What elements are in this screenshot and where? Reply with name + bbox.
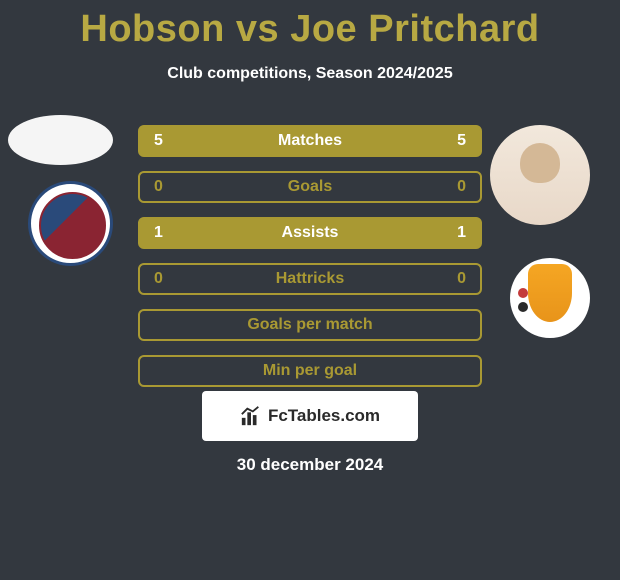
player-right-avatar [490,125,590,225]
stat-label: Min per goal [263,362,357,380]
stat-row-hattricks: 0 Hattricks 0 [138,263,482,295]
player-left-club-badge [28,181,113,266]
stat-label: Hattricks [276,270,344,288]
stat-row-matches: 5 Matches 5 [138,125,482,157]
stat-right-value: 1 [457,224,466,242]
stat-right-value: 0 [457,178,466,196]
brand-box: FcTables.com [202,391,418,441]
subtitle: Club competitions, Season 2024/2025 [0,65,620,83]
brand-label: FcTables.com [268,406,380,426]
stat-row-goals-per-match: Goals per match [138,309,482,341]
stat-label: Goals per match [247,316,372,334]
page-title: Hobson vs Joe Pritchard [0,0,620,51]
footer-date: 30 december 2024 [0,455,620,475]
stat-label: Goals [288,178,332,196]
stat-right-value: 0 [457,270,466,288]
stat-row-goals: 0 Goals 0 [138,171,482,203]
stat-left-value: 0 [154,178,163,196]
stat-left-value: 0 [154,270,163,288]
stat-left-value: 5 [154,132,163,150]
stat-row-assists: 1 Assists 1 [138,217,482,249]
stat-row-min-per-goal: Min per goal [138,355,482,387]
stat-bars: 5 Matches 5 0 Goals 0 1 Assists 1 0 Hatt… [138,125,482,401]
player-left-avatar [8,115,113,165]
stat-label: Assists [282,224,339,242]
player-right-club-badge [510,258,590,338]
stat-right-value: 5 [457,132,466,150]
stat-left-value: 1 [154,224,163,242]
bar-chart-icon [240,405,262,427]
stat-label: Matches [278,132,342,150]
